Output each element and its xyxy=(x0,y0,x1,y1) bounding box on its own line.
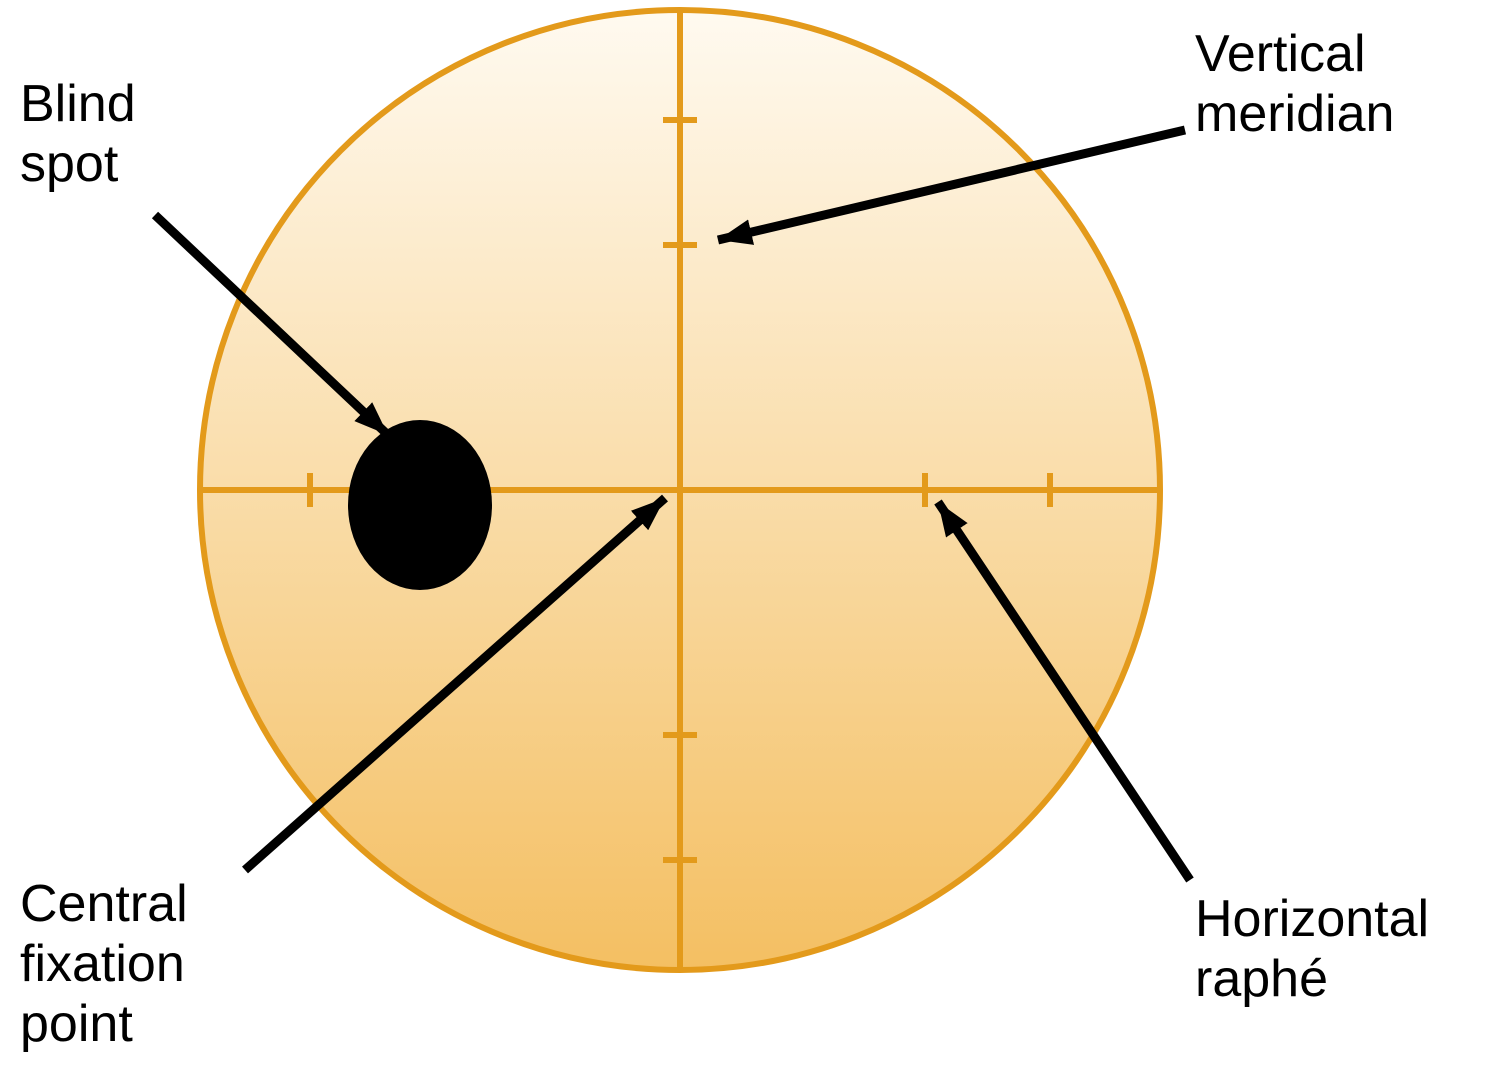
diagram-stage: Blind spot Vertical meridian Central fix… xyxy=(0,0,1500,1082)
label-horizontal-raphe: Horizontal raphé xyxy=(1195,890,1429,1010)
label-blind-spot: Blind spot xyxy=(20,75,136,195)
blind-spot-dot xyxy=(348,420,492,590)
label-vertical-meridian: Vertical meridian xyxy=(1195,25,1394,145)
label-central-fixation: Central fixation point xyxy=(20,875,188,1054)
